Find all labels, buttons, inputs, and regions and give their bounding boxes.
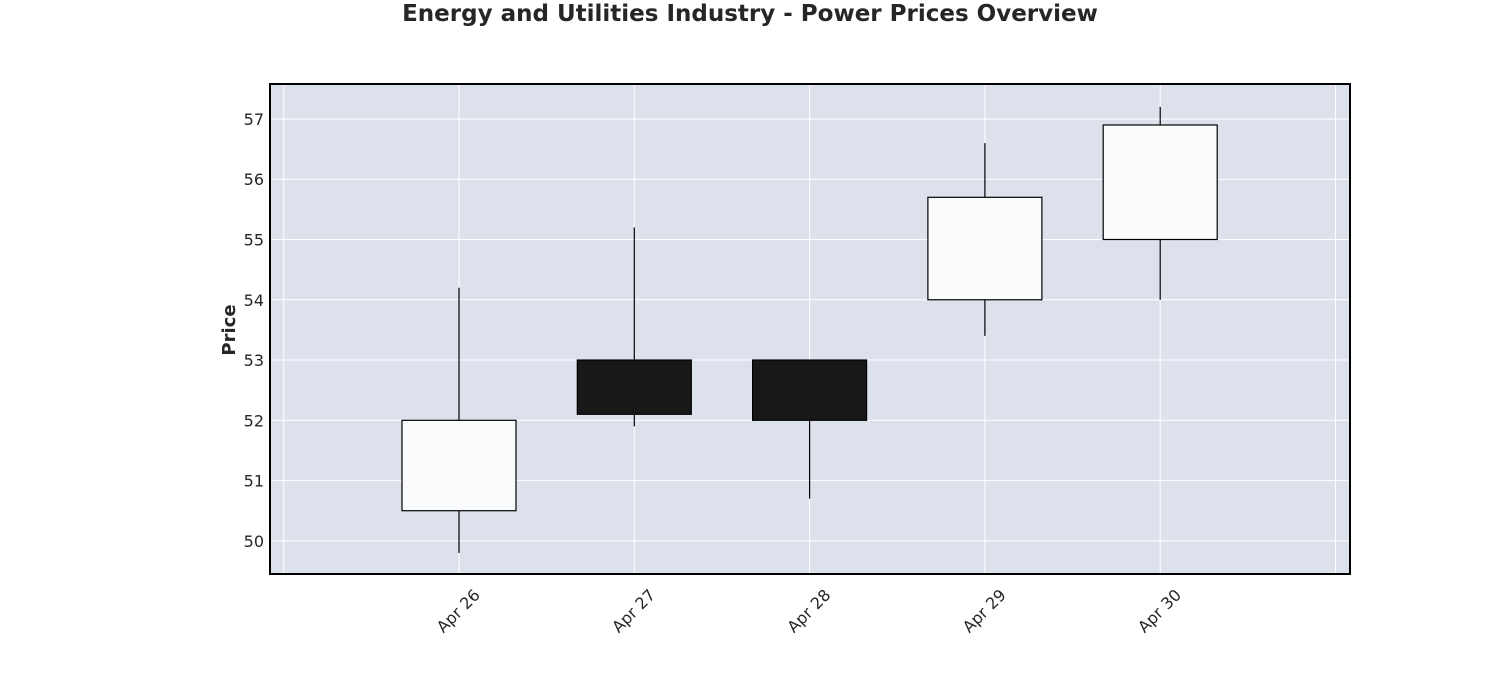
chart-title: Energy and Utilities Industry - Power Pr… — [402, 1, 1098, 27]
y-tick-label: 56 — [244, 170, 264, 189]
y-tick-label: 53 — [244, 351, 264, 370]
x-axis-ticks: Apr 26 Apr 27 Apr 28 Apr 29 Apr 30 — [433, 585, 1185, 636]
candle-body-up — [927, 196, 1043, 301]
y-axis-label: Price — [219, 304, 240, 355]
x-tick-label: Apr 27 — [608, 585, 659, 636]
y-axis-ticks: 50 51 52 53 54 55 56 57 — [244, 110, 264, 551]
y-tick-label: 57 — [244, 110, 264, 129]
candles — [401, 106, 1218, 553]
y-tick-label: 55 — [244, 230, 264, 249]
x-tick-label: Apr 30 — [1134, 585, 1185, 636]
candle-body-down — [576, 359, 692, 415]
candle-body-up — [401, 419, 517, 512]
x-tick-label: Apr 28 — [783, 585, 834, 636]
candle-body-up — [1102, 124, 1218, 241]
candle-body-down — [751, 359, 868, 421]
y-tick-label: 54 — [244, 291, 264, 310]
x-tick-label: Apr 29 — [959, 585, 1010, 636]
y-tick-label: 50 — [244, 532, 264, 551]
x-tick-label: Apr 26 — [433, 585, 484, 636]
y-tick-label: 52 — [244, 411, 264, 430]
plot-frame — [269, 83, 1351, 575]
y-tick-label: 51 — [244, 472, 264, 491]
